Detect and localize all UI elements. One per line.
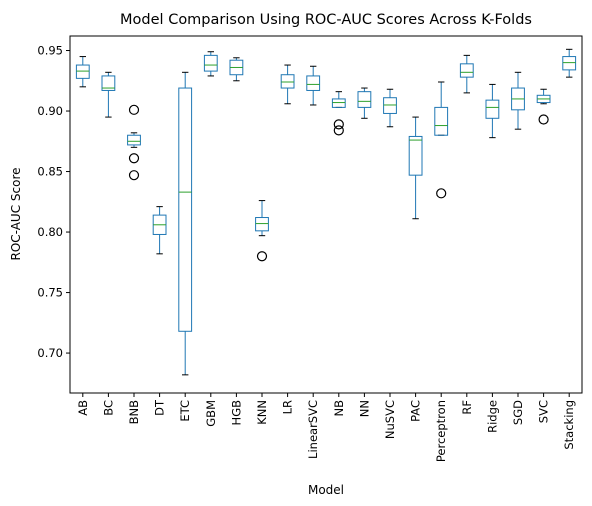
iqr-box	[178, 87, 193, 332]
x-tick-label: BC	[101, 400, 115, 416]
box-group	[229, 57, 244, 82]
x-tick-label: NuSVC	[383, 400, 397, 439]
x-tick-label: ETC	[178, 400, 192, 422]
outlier-point	[436, 188, 447, 199]
iqr-box	[203, 54, 218, 72]
y-tick-label: 0.90	[37, 104, 63, 118]
y-tick-label: 0.95	[37, 44, 63, 58]
box-group	[383, 88, 397, 128]
box-group	[255, 200, 269, 262]
box-group	[152, 206, 167, 255]
x-tick-label: NN	[357, 400, 371, 417]
iqr-box	[408, 135, 423, 176]
x-tick-label: Perceptron	[434, 400, 448, 462]
x-tick-label: Stacking	[562, 400, 576, 450]
x-tick-label: HGB	[229, 400, 243, 426]
x-tick-label: Ridge	[485, 400, 499, 433]
box-group	[562, 48, 577, 78]
outlier-point	[538, 114, 549, 125]
outlier-point	[128, 153, 140, 164]
x-tick-label: RF	[460, 400, 474, 415]
x-tick-label: DT	[153, 399, 167, 416]
box-group	[75, 56, 90, 88]
chart-title: Model Comparison Using ROC-AUC Scores Ac…	[120, 12, 532, 28]
box-group	[280, 64, 295, 105]
box-group	[357, 87, 372, 119]
x-tick-label: BNB	[127, 400, 141, 424]
box-group	[331, 91, 346, 136]
iqr-box	[459, 63, 474, 78]
iqr-box	[562, 56, 577, 71]
box-group	[101, 71, 116, 118]
iqr-box	[306, 75, 321, 91]
outlier-point	[333, 119, 344, 130]
y-tick-label: 0.75	[37, 286, 63, 300]
box-group	[434, 81, 449, 199]
box-group	[306, 65, 321, 106]
x-tick-label: GBM	[204, 400, 218, 427]
iqr-box	[331, 98, 346, 108]
box-group	[178, 71, 193, 376]
iqr-box	[434, 106, 449, 136]
x-axis: AB BC BNB DT ETC GBM HGB KNN LR LinearSVC NB NN NuSV…	[76, 393, 576, 462]
iqr-box	[75, 64, 90, 79]
outlier-point	[333, 125, 344, 136]
iqr-box	[485, 99, 500, 119]
box-group	[536, 88, 551, 125]
plot-area	[75, 48, 577, 376]
iqr-box	[127, 134, 141, 146]
iqr-box	[255, 217, 269, 232]
iqr-box	[383, 97, 397, 114]
outlier-point	[128, 104, 140, 115]
box-group	[408, 116, 423, 220]
iqr-box	[101, 75, 116, 91]
x-tick-label: AB	[76, 400, 90, 416]
x-tick-label: LR	[281, 400, 295, 414]
box-group	[459, 54, 474, 94]
outlier-point	[256, 251, 268, 262]
outlier-point	[128, 170, 140, 181]
x-tick-label: KNN	[255, 400, 269, 425]
box-group	[203, 51, 218, 77]
y-axis: 0.70 0.75 0.80 0.85 0.90 0.95	[37, 44, 70, 360]
x-tick-label: LinearSVC	[306, 400, 320, 459]
box-group	[127, 104, 141, 181]
x-tick-label: PAC	[409, 400, 423, 422]
x-axis-label: Model	[308, 483, 344, 497]
x-tick-label: SVC	[537, 400, 551, 423]
axes-frame	[69, 35, 583, 394]
x-tick-label: SGD	[511, 400, 525, 425]
box-group	[485, 83, 500, 139]
y-tick-label: 0.80	[37, 225, 63, 239]
y-tick-label: 0.85	[37, 165, 63, 179]
x-tick-label: NB	[332, 400, 346, 417]
iqr-box	[357, 91, 372, 108]
iqr-box	[280, 74, 295, 89]
box-group	[511, 71, 525, 130]
y-axis-label: ROC-AUC Score	[9, 167, 23, 260]
y-tick-label: 0.70	[37, 346, 63, 360]
